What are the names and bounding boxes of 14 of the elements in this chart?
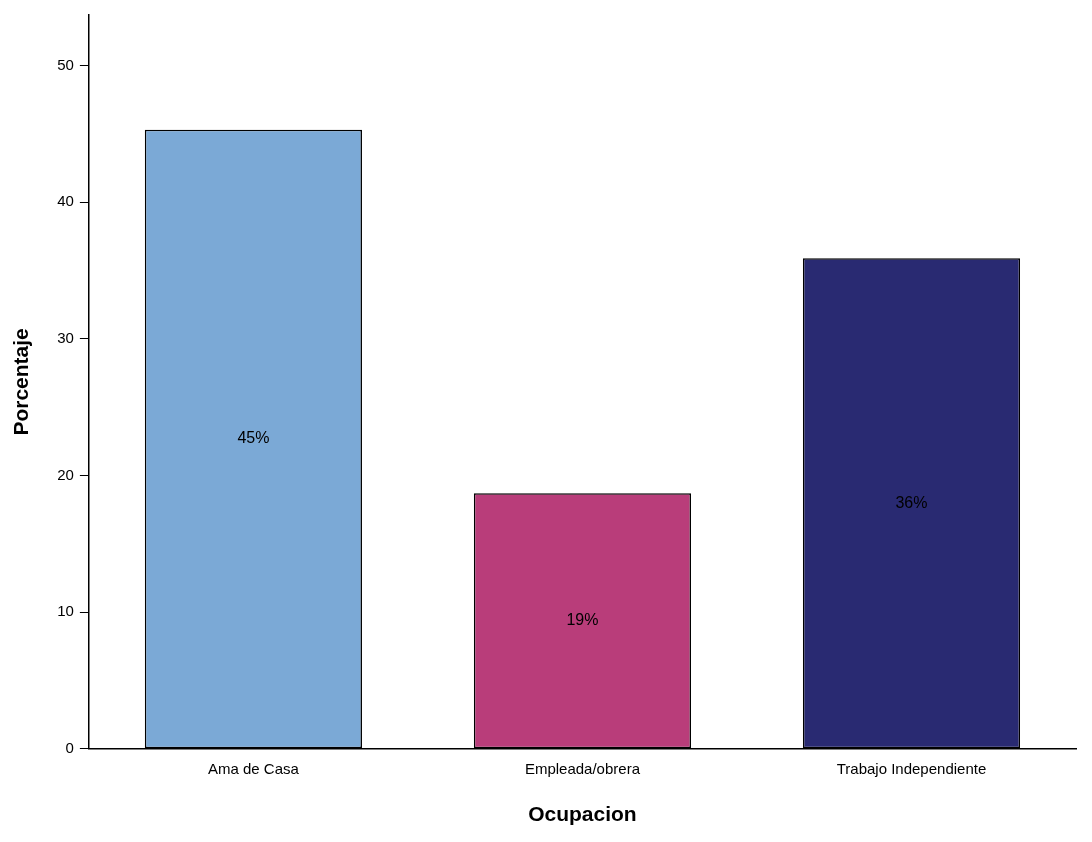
data-label: 36% <box>895 493 928 511</box>
x-tick-label: Empleada/obrera <box>524 759 641 777</box>
y-tick-label: 20 <box>57 465 74 483</box>
y-tick-label: 30 <box>57 329 74 346</box>
data-label: 19% <box>566 611 599 629</box>
y-tick-label: 0 <box>65 738 74 756</box>
y-tick-label: 40 <box>57 192 74 210</box>
y-axis-title: Porcentaje <box>9 328 33 436</box>
data-label: 45% <box>237 429 270 447</box>
x-tick-label: Ama de Casa <box>207 759 300 777</box>
y-tick-label: 50 <box>57 55 74 73</box>
x-tick-label: Trabajo Independiente <box>836 759 987 777</box>
x-axis-title: Ocupacion <box>528 802 637 826</box>
y-tick-label: 10 <box>57 602 74 620</box>
